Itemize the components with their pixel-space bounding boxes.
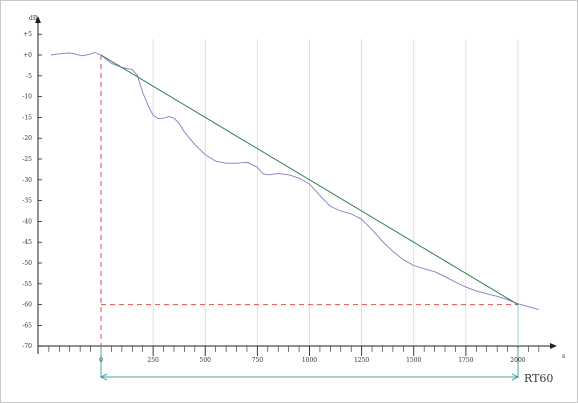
y-tick-label: +0	[23, 52, 32, 59]
y-tick-label: -35	[22, 198, 32, 205]
x-axis-label: s	[562, 353, 565, 360]
x-tick-label: 1750	[458, 357, 473, 364]
x-tick-label: 1250	[354, 357, 369, 364]
y-tick-label: -50	[22, 260, 32, 267]
x-tick-label: 750	[252, 357, 264, 364]
y-axis-arrow	[35, 16, 41, 23]
y-tick-label: -40	[22, 218, 32, 225]
x-tick-label: 1500	[406, 357, 421, 364]
span-arrow-left	[99, 373, 108, 381]
y-tick-label: -65	[22, 322, 32, 329]
y-tick-label: -60	[22, 302, 32, 309]
y-tick-label: -45	[22, 239, 32, 246]
x-tick-label: 250	[147, 357, 159, 364]
vertical-grid	[152, 39, 519, 346]
y-tick-label: -10	[22, 94, 32, 101]
y-axis-label: dB	[29, 15, 38, 22]
y-tick-label: -70	[22, 343, 32, 350]
x-tick-label: 1000	[302, 357, 317, 364]
y-ticks: +5 +0 -5 -10 -15 -20 -25 -30 -35 -40 -45 -50 -55 -60 -…	[22, 31, 42, 350]
x-axis-arrow	[550, 343, 557, 349]
decay-curve	[50, 52, 539, 311]
y-tick-label: -25	[22, 156, 32, 163]
y-tick-label: -55	[22, 281, 32, 288]
series-group	[50, 52, 539, 311]
reference-lines	[100, 55, 519, 348]
x-tick-label: 500	[200, 357, 212, 364]
axes	[35, 16, 557, 354]
y-tick-label: -20	[22, 135, 32, 142]
y-tick-label: -30	[22, 177, 32, 184]
rt60-span	[99, 348, 520, 381]
y-tick-label: -15	[22, 114, 32, 121]
y-tick-label: +5	[23, 31, 32, 38]
rt60-label: RT60	[524, 372, 553, 385]
linear-fit-line	[100, 54, 519, 306]
x-ticks: 025050075010001250150017502000	[48, 346, 540, 364]
y-tick-label: -5	[26, 73, 32, 80]
span-arrow-right	[511, 373, 520, 381]
